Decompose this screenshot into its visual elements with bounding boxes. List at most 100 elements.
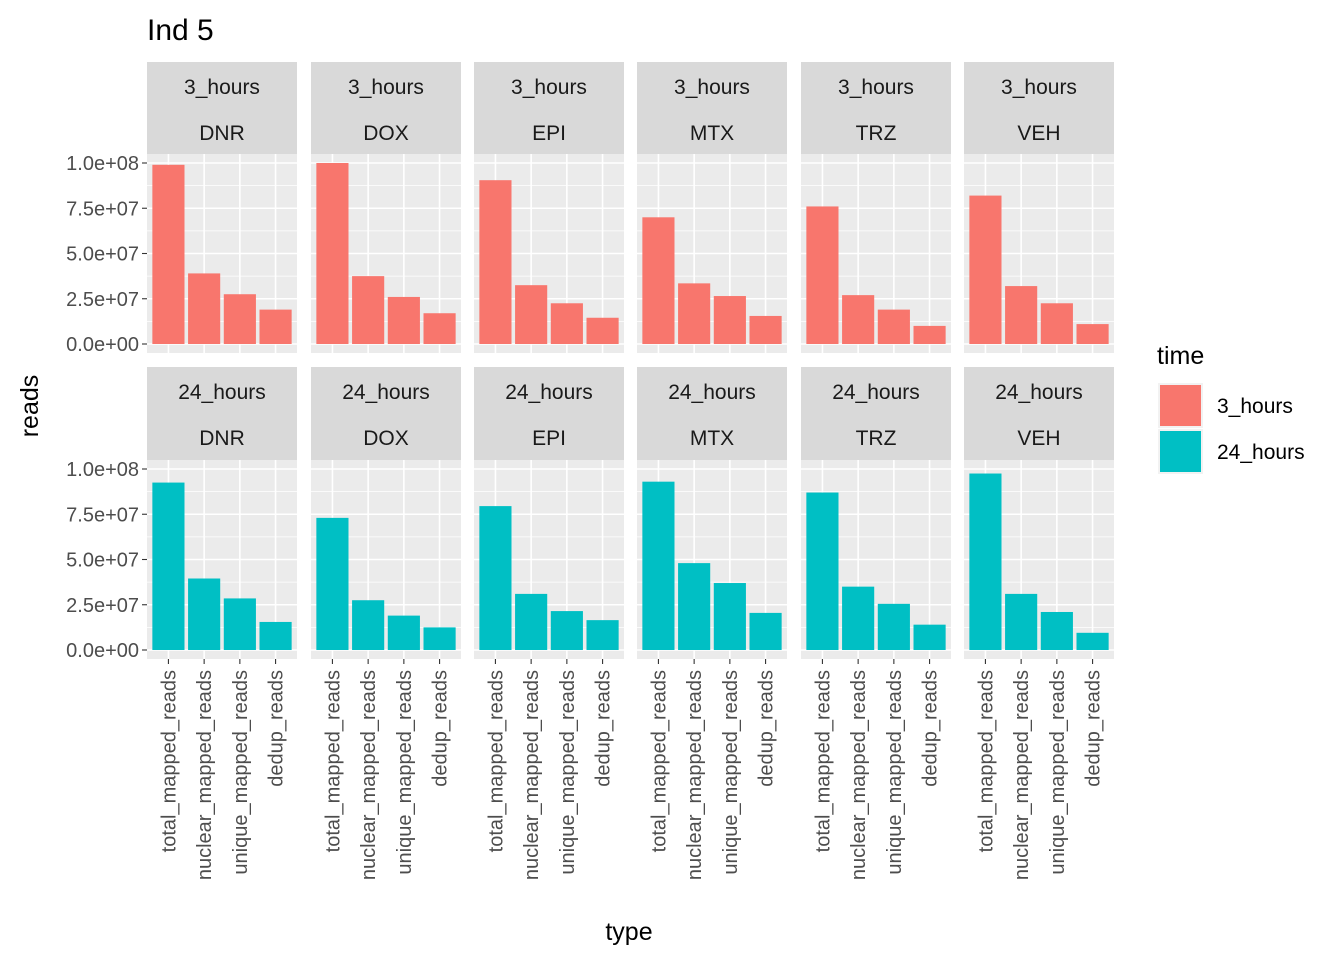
- plot-title: Ind 5: [147, 14, 214, 47]
- facet-strip: [311, 367, 461, 460]
- facet-panel-24_hours-TRZ: 24_hours TRZ: [801, 367, 951, 659]
- facet-strip: [474, 367, 624, 460]
- y-tick-label: 1.0e+08: [66, 153, 139, 175]
- strip-label-time: 3_hours: [184, 76, 260, 99]
- y-tick-label: 1.0e+08: [66, 459, 139, 481]
- x-tick-label: unique_mapped_reads: [394, 670, 416, 875]
- y-tick-label: 7.5e+07: [66, 504, 139, 526]
- strip-label-drug: DOX: [363, 122, 409, 145]
- facet-panel-3_hours-DOX: 3_hours DOX: [311, 62, 461, 353]
- bar-24_hours-TRZ-total_mapped_reads: [806, 492, 839, 650]
- x-tick-label: total_mapped_reads: [812, 670, 834, 852]
- y-axis-title: reads: [16, 375, 44, 438]
- facet-panel-3_hours-DNR: 3_hours DNR: [147, 62, 297, 353]
- x-tick-label: unique_mapped_reads: [230, 670, 252, 875]
- strip-label-drug: VEH: [1017, 122, 1060, 145]
- bar-24_hours-EPI-dedup_reads: [586, 620, 619, 650]
- legend-title: time: [1157, 342, 1204, 370]
- strip-label-time: 3_hours: [511, 76, 587, 99]
- x-tick-label: nuclear_mapped_reads: [521, 670, 543, 880]
- strip-label-drug: TRZ: [856, 122, 897, 145]
- strip-label-drug: MTX: [690, 427, 734, 450]
- facet-panel-24_hours-VEH: 24_hours VEH: [964, 367, 1114, 659]
- bar-3_hours-DNR-total_mapped_reads: [152, 164, 185, 344]
- bar-3_hours-TRZ-nuclear_mapped_reads: [842, 295, 875, 344]
- bar-24_hours-TRZ-unique_mapped_reads: [877, 603, 910, 650]
- strip-label-time: 3_hours: [674, 76, 750, 99]
- bar-3_hours-DNR-nuclear_mapped_reads: [188, 273, 221, 344]
- facet-panel-3_hours-VEH: 3_hours VEH: [964, 62, 1114, 353]
- facet-strip: [637, 367, 787, 460]
- strip-label-drug: DOX: [363, 427, 409, 450]
- facet-strip: [964, 367, 1114, 460]
- bar-24_hours-DOX-dedup_reads: [423, 627, 456, 650]
- strip-label-time: 24_hours: [995, 381, 1083, 404]
- y-tick-label: 7.5e+07: [66, 198, 139, 220]
- facet-panel-3_hours-MTX: 3_hours MTX: [637, 62, 787, 353]
- facet-strip: [147, 62, 297, 154]
- bar-24_hours-VEH-nuclear_mapped_reads: [1005, 593, 1038, 650]
- x-tick-label: nuclear_mapped_reads: [1011, 670, 1033, 880]
- facet-panel-3_hours-EPI: 3_hours EPI: [474, 62, 624, 353]
- x-tick-label: total_mapped_reads: [648, 670, 670, 852]
- strip-label-drug: EPI: [532, 122, 566, 145]
- bar-24_hours-DNR-nuclear_mapped_reads: [188, 578, 221, 650]
- facet-panel-24_hours-EPI: 24_hours EPI: [474, 367, 624, 659]
- x-tick-label: total_mapped_reads: [975, 670, 997, 852]
- facet-strip: [801, 62, 951, 154]
- bar-3_hours-MTX-total_mapped_reads: [642, 217, 675, 344]
- bar-3_hours-MTX-unique_mapped_reads: [713, 296, 746, 344]
- bar-24_hours-EPI-unique_mapped_reads: [550, 611, 583, 650]
- bar-24_hours-TRZ-nuclear_mapped_reads: [842, 586, 875, 650]
- x-tick-label: dedup_reads: [430, 670, 452, 787]
- bar-24_hours-DNR-dedup_reads: [259, 621, 292, 650]
- legend-key-24_hours: [1160, 431, 1201, 472]
- facet-panel-3_hours-TRZ: 3_hours TRZ: [801, 62, 951, 353]
- bar-24_hours-VEH-total_mapped_reads: [969, 473, 1002, 650]
- facet-panel-24_hours-DNR: 24_hours DNR: [147, 367, 297, 659]
- bar-3_hours-VEH-dedup_reads: [1076, 324, 1109, 344]
- bar-3_hours-EPI-unique_mapped_reads: [550, 303, 583, 344]
- y-tick-label: 2.5e+07: [66, 595, 139, 617]
- x-tick-label: unique_mapped_reads: [884, 670, 906, 875]
- strip-label-drug: TRZ: [856, 427, 897, 450]
- bar-3_hours-MTX-dedup_reads: [749, 315, 782, 344]
- bar-24_hours-TRZ-dedup_reads: [913, 624, 946, 650]
- strip-label-drug: DNR: [199, 122, 245, 145]
- bar-24_hours-EPI-total_mapped_reads: [479, 506, 512, 650]
- bar-3_hours-TRZ-unique_mapped_reads: [877, 309, 910, 344]
- facet-strip: [801, 367, 951, 460]
- bar-24_hours-DNR-unique_mapped_reads: [223, 598, 256, 650]
- strip-label-time: 24_hours: [668, 381, 756, 404]
- x-tick-label: nuclear_mapped_reads: [358, 670, 380, 880]
- x-tick-label: total_mapped_reads: [322, 670, 344, 852]
- bar-24_hours-VEH-dedup_reads: [1076, 632, 1109, 650]
- legend: time 3_hours 24_hours: [1157, 342, 1305, 474]
- bar-24_hours-VEH-unique_mapped_reads: [1040, 611, 1073, 650]
- x-tick-label: dedup_reads: [756, 670, 778, 787]
- legend-label-3_hours: 3_hours: [1217, 395, 1293, 418]
- bar-24_hours-MTX-nuclear_mapped_reads: [678, 563, 711, 650]
- x-tick-label: unique_mapped_reads: [1047, 670, 1069, 875]
- strip-label-time: 3_hours: [348, 76, 424, 99]
- bar-3_hours-TRZ-dedup_reads: [913, 325, 946, 344]
- x-tick-label: dedup_reads: [1083, 670, 1105, 787]
- bar-24_hours-MTX-dedup_reads: [749, 612, 782, 650]
- strip-label-drug: MTX: [690, 122, 734, 145]
- x-tick-label: nuclear_mapped_reads: [848, 670, 870, 880]
- bar-3_hours-MTX-nuclear_mapped_reads: [678, 283, 711, 344]
- bar-3_hours-DNR-unique_mapped_reads: [223, 294, 256, 344]
- bar-24_hours-EPI-nuclear_mapped_reads: [515, 593, 548, 650]
- strip-label-drug: DNR: [199, 427, 245, 450]
- bar-3_hours-EPI-dedup_reads: [586, 317, 619, 344]
- bar-24_hours-DOX-total_mapped_reads: [316, 517, 349, 650]
- facet-panel-24_hours-DOX: 24_hours DOX: [311, 367, 461, 659]
- x-tick-label: total_mapped_reads: [158, 670, 180, 852]
- y-tick-label: 0.0e+00: [66, 334, 139, 356]
- bar-3_hours-DOX-dedup_reads: [423, 313, 456, 344]
- y-tick-label: 5.0e+07: [66, 550, 139, 572]
- x-tick-label: dedup_reads: [593, 670, 615, 787]
- strip-label-drug: EPI: [532, 427, 566, 450]
- legend-label-24_hours: 24_hours: [1217, 441, 1305, 464]
